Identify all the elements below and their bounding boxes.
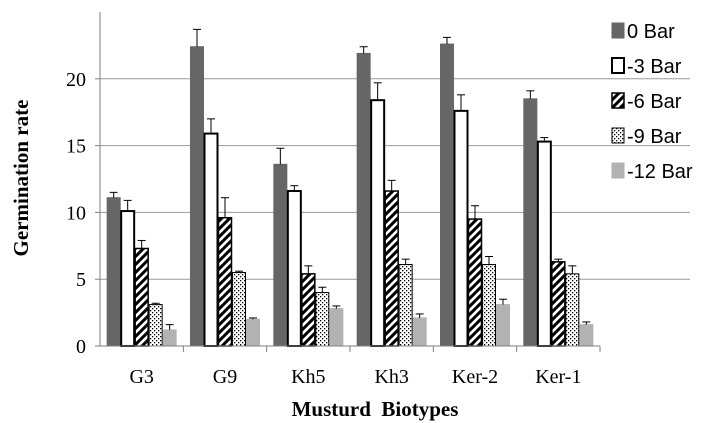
legend-label: -12 Bar [627, 161, 693, 183]
x-tick-label: Kh5 [291, 366, 325, 388]
x-tick-label: G9 [213, 366, 237, 388]
legend-label: 0 Bar [627, 21, 675, 43]
bar-diagonal-Kh5 [301, 273, 316, 347]
legend-swatch [611, 127, 625, 144]
bar-diagonal-G9 [217, 216, 233, 347]
bar-diagonal-G3 [134, 247, 149, 347]
bar-solid-dark-Kh3 [356, 52, 371, 347]
y-tick-label: 15 [66, 136, 86, 158]
bar-white-Ker-1 [536, 140, 552, 347]
bar-diagonal-Ker-1 [551, 261, 566, 347]
y-tick-label: 10 [66, 202, 86, 224]
x-tick-labels: G3 G9 Kh5 Kh3 Ker-2 Ker-1 [129, 366, 581, 388]
bar-dotted-Kh5 [315, 292, 330, 347]
bar-dotted-Ker-2 [482, 264, 496, 347]
y-tick-labels: 0 5 10 15 20 [66, 69, 86, 358]
bar-solid-dark-G9 [190, 46, 204, 347]
legend-label: -6 Bar [627, 91, 682, 113]
x-tick-label: Kh3 [374, 366, 408, 388]
bar-solid-light-Ker-2 [496, 304, 510, 347]
legend: 0 Bar -3 Bar -6 Bar -9 Bar -12 Bar [611, 21, 693, 183]
bar-dotted-G9 [232, 272, 246, 347]
bars [106, 28, 594, 348]
bar-dotted-Kh3 [398, 264, 413, 347]
bar-solid-light-Ker-1 [579, 324, 594, 347]
bar-dotted-G3 [148, 304, 163, 347]
legend-swatch [611, 92, 625, 109]
bar-solid-light-Kh5 [329, 308, 344, 347]
bar-solid-dark-Ker-1 [523, 98, 538, 347]
bar-solid-light-G3 [162, 329, 177, 347]
bar-solid-light-Kh3 [412, 317, 427, 347]
bar-dotted-Ker-1 [565, 273, 580, 347]
x-tick-label: Ker-1 [535, 366, 581, 388]
bar-diagonal-Kh3 [384, 190, 399, 347]
bar-white-Kh5 [286, 190, 302, 347]
legend-label: -3 Bar [627, 56, 682, 78]
x-axis-title: Musturd Biotypes [292, 397, 459, 421]
bar-solid-light-G9 [246, 318, 260, 347]
bar-white-Kh3 [370, 99, 386, 348]
y-tick-label: 0 [76, 336, 86, 358]
y-tick-label: 5 [76, 269, 86, 291]
legend-label: -9 Bar [627, 126, 682, 148]
y-tick-label: 20 [66, 69, 86, 91]
x-tick-label: G3 [129, 366, 153, 388]
y-axis-title: Germination rate [9, 100, 33, 257]
bar-solid-dark-Kh5 [273, 163, 288, 347]
x-tick-label: Ker-2 [452, 366, 498, 388]
bar-diagonal-Ker-2 [467, 218, 483, 347]
bar-white-G9 [203, 132, 219, 347]
bar-solid-dark-G3 [106, 197, 121, 347]
bar-white-Ker-2 [453, 109, 469, 347]
legend-swatch [611, 162, 625, 179]
legend-swatch [611, 57, 625, 74]
bar-solid-dark-Ker-2 [440, 43, 454, 347]
bar-white-G3 [120, 210, 136, 347]
legend-swatch [611, 22, 625, 39]
axes [95, 12, 601, 352]
